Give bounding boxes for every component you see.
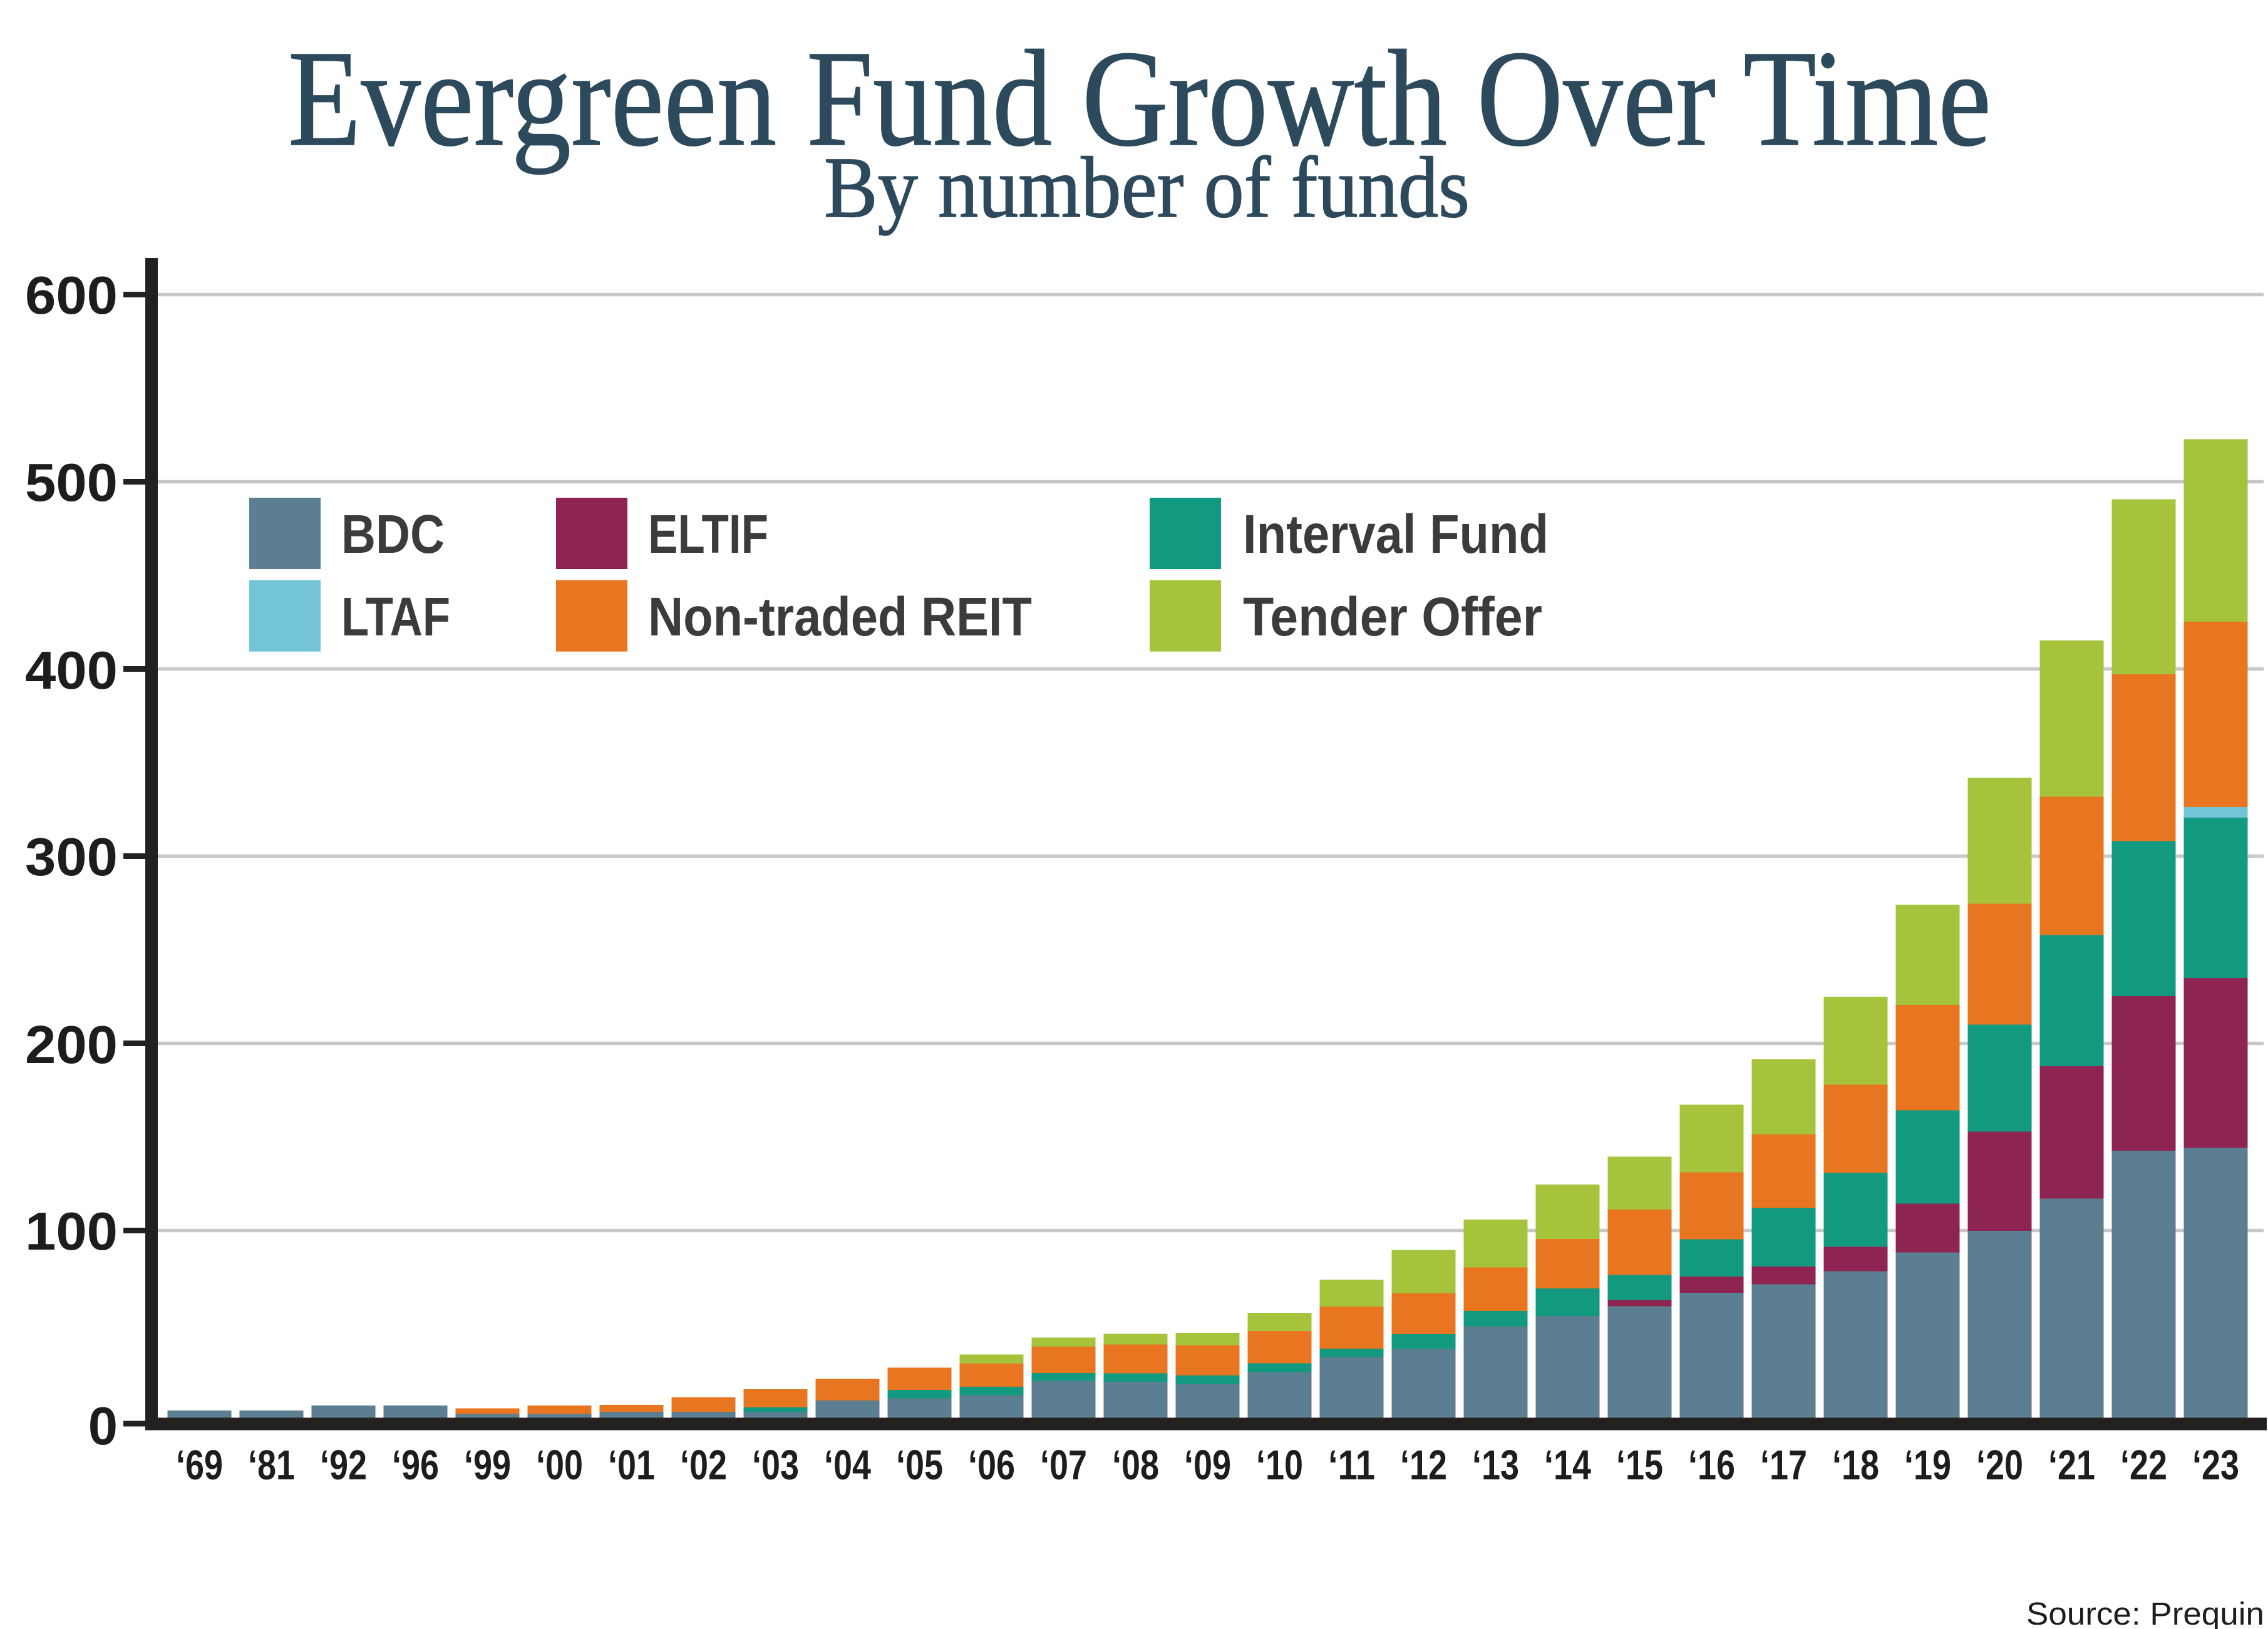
svg-text:300: 300 <box>25 828 118 887</box>
svg-text:‘00: ‘00 <box>536 1442 583 1489</box>
svg-text:‘04: ‘04 <box>824 1442 871 1489</box>
svg-text:0: 0 <box>88 1397 118 1456</box>
svg-text:‘03: ‘03 <box>752 1442 799 1489</box>
svg-text:‘13: ‘13 <box>1472 1442 1519 1489</box>
svg-text:‘21: ‘21 <box>2048 1442 2095 1489</box>
svg-text:LTAF: LTAF <box>341 587 450 647</box>
svg-text:500: 500 <box>25 453 118 513</box>
svg-text:‘16: ‘16 <box>1688 1442 1735 1489</box>
svg-text:600: 600 <box>25 266 118 326</box>
svg-text:‘23: ‘23 <box>2192 1442 2239 1489</box>
svg-text:‘01: ‘01 <box>608 1442 655 1489</box>
svg-text:‘09: ‘09 <box>1184 1442 1231 1489</box>
svg-text:BDC: BDC <box>341 504 445 565</box>
svg-text:‘11: ‘11 <box>1328 1442 1375 1489</box>
svg-text:Interval Fund: Interval Fund <box>1243 504 1549 565</box>
svg-text:‘08: ‘08 <box>1112 1442 1159 1489</box>
svg-text:Evergreen Fund Growth Over Tim: Evergreen Fund Growth Over Time <box>288 22 1991 175</box>
svg-text:400: 400 <box>25 641 118 701</box>
svg-text:‘92: ‘92 <box>320 1442 367 1489</box>
svg-text:‘96: ‘96 <box>392 1442 439 1489</box>
svg-text:ELTIF: ELTIF <box>648 504 768 565</box>
svg-text:Non-traded REIT: Non-traded REIT <box>648 587 1032 647</box>
svg-text:‘99: ‘99 <box>464 1442 511 1489</box>
svg-text:‘20: ‘20 <box>1976 1442 2023 1489</box>
svg-text:‘06: ‘06 <box>968 1442 1015 1489</box>
svg-text:‘12: ‘12 <box>1400 1442 1447 1489</box>
svg-text:‘69: ‘69 <box>176 1442 223 1489</box>
svg-text:200: 200 <box>25 1015 118 1075</box>
svg-text:By number of funds: By number of funds <box>824 140 1470 236</box>
svg-text:Source: Prequin: Source: Prequin <box>2026 1596 2264 1629</box>
svg-text:‘02: ‘02 <box>680 1442 727 1489</box>
svg-text:Tender Offer: Tender Offer <box>1243 587 1542 647</box>
svg-text:‘05: ‘05 <box>896 1442 943 1489</box>
svg-text:‘17: ‘17 <box>1760 1442 1807 1489</box>
svg-text:100: 100 <box>25 1202 118 1262</box>
svg-text:‘07: ‘07 <box>1040 1442 1087 1489</box>
svg-text:‘19: ‘19 <box>1904 1442 1951 1489</box>
svg-text:‘18: ‘18 <box>1832 1442 1879 1489</box>
svg-text:‘81: ‘81 <box>248 1442 295 1489</box>
svg-text:‘22: ‘22 <box>2120 1442 2167 1489</box>
svg-text:‘14: ‘14 <box>1544 1442 1591 1489</box>
svg-text:‘10: ‘10 <box>1256 1442 1303 1489</box>
svg-text:‘15: ‘15 <box>1616 1442 1663 1489</box>
